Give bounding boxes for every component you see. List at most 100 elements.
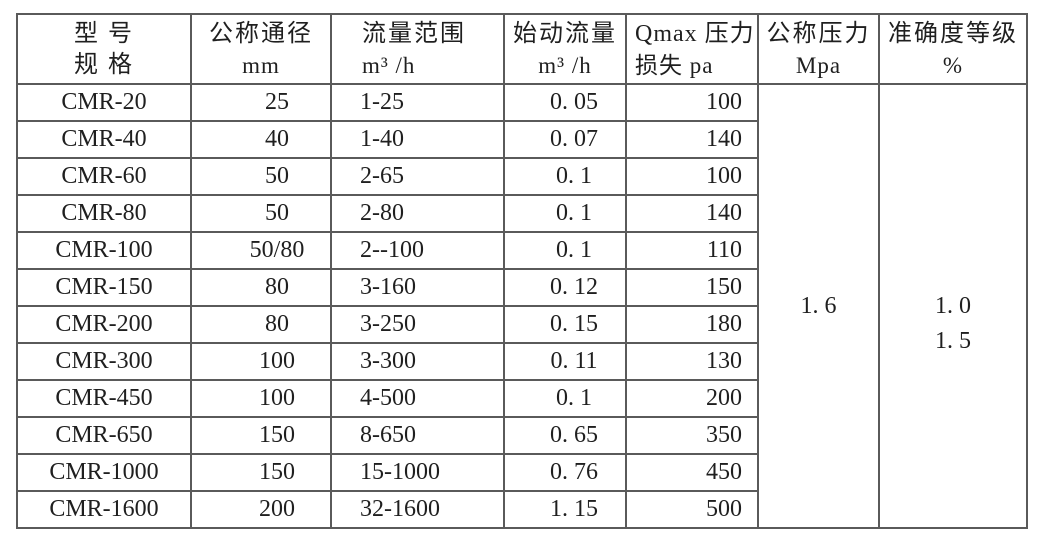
- cell-starting-flow: 0. 1: [503, 157, 627, 196]
- nominal-pressure-value: 1. 6: [800, 292, 837, 319]
- model-value: CMR-150: [55, 274, 153, 300]
- cell-qmax-pressure-loss: 100: [625, 157, 759, 196]
- cell-starting-flow: 1. 15: [503, 490, 627, 529]
- header-nominal-diameter-line1: 公称通径: [209, 20, 313, 47]
- qmax-pressure-loss-value: 450: [706, 459, 742, 485]
- table-body: CMR-20 25 1-25 0. 05 100 1. 6 1. 0 1. 5 CM…: [16, 83, 1028, 529]
- header-nominal-pressure-unit: Mpa: [795, 52, 842, 78]
- cell-starting-flow: 0. 07: [503, 120, 627, 159]
- qmax-pressure-loss-value: 500: [706, 496, 742, 522]
- header-nominal-diameter-unit: mm: [242, 52, 280, 78]
- header-starting-flow-line1: 始动流量: [513, 20, 617, 47]
- flow-range-value: 4-500: [360, 385, 416, 411]
- cell-nominal-diameter: 80: [190, 268, 332, 307]
- cell-qmax-pressure-loss: 140: [625, 194, 759, 233]
- cell-nominal-diameter: 50/80: [190, 231, 332, 270]
- starting-flow-value: 1. 15: [550, 496, 598, 522]
- cell-qmax-pressure-loss: 500: [625, 490, 759, 529]
- cell-starting-flow: 0. 1: [503, 231, 627, 270]
- header-model-spec: 型 号 规 格: [16, 13, 192, 85]
- qmax-pressure-loss-value: 200: [706, 385, 742, 411]
- cell-qmax-pressure-loss: 150: [625, 268, 759, 307]
- cell-model: CMR-60: [16, 157, 192, 196]
- nominal-diameter-value: 150: [259, 422, 295, 448]
- nominal-diameter-value: 80: [265, 311, 289, 337]
- model-value: CMR-1000: [49, 459, 159, 485]
- nominal-diameter-value: 100: [259, 385, 295, 411]
- accuracy-line-1: 1. 0: [935, 293, 971, 319]
- cell-model: CMR-150: [16, 268, 192, 307]
- cell-nominal-diameter: 150: [190, 416, 332, 455]
- table-row: CMR-200 80 3-250 0. 15 180: [16, 305, 1027, 344]
- model-value: CMR-100: [55, 237, 153, 263]
- cell-flow-range: 3-250: [330, 305, 505, 344]
- header-nominal-pressure: 公称压力 Mpa: [757, 13, 880, 85]
- cell-qmax-pressure-loss: 350: [625, 416, 759, 455]
- meter-spec-table: 型 号 规 格 公称通径 mm 流量范围 m³ /h 始动流量 m³ /h Qm…: [16, 13, 1028, 529]
- flow-range-value: 1-40: [360, 126, 404, 152]
- table-row: CMR-20 25 1-25 0. 05 100 1. 6 1. 0 1. 5: [16, 83, 1028, 529]
- model-value: CMR-60: [61, 163, 147, 189]
- cell-starting-flow: 0. 65: [503, 416, 627, 455]
- cell-model: CMR-200: [16, 305, 192, 344]
- header-flow-range-unit: m³ /h: [362, 52, 416, 78]
- qmax-pressure-loss-value: 100: [706, 163, 742, 189]
- table-header-row: 型 号 规 格 公称通径 mm 流量范围 m³ /h 始动流量 m³ /h Qm…: [16, 13, 1028, 85]
- cell-model: CMR-100: [16, 231, 192, 270]
- starting-flow-value: 0. 1: [556, 163, 592, 189]
- flow-range-value: 1-25: [360, 89, 404, 115]
- model-value: CMR-300: [55, 348, 153, 374]
- flow-range-value: 2-80: [360, 200, 404, 226]
- flow-range-value: 3-160: [360, 274, 416, 300]
- starting-flow-value: 0. 1: [556, 237, 592, 263]
- cell-starting-flow: 0. 1: [503, 379, 627, 418]
- model-value: CMR-80: [61, 200, 147, 226]
- starting-flow-value: 0. 1: [556, 385, 592, 411]
- nominal-diameter-value: 50: [265, 163, 289, 189]
- cell-qmax-pressure-loss: 180: [625, 305, 759, 344]
- header-nominal-diameter: 公称通径 mm: [190, 13, 332, 85]
- cell-qmax-pressure-loss: 140: [625, 120, 759, 159]
- header-model-spec-line2: 规 格: [74, 51, 134, 78]
- cell-flow-range: 2-80: [330, 194, 505, 233]
- nominal-diameter-value: 80: [265, 274, 289, 300]
- flow-range-value: 2-65: [360, 163, 404, 189]
- starting-flow-value: 0. 65: [550, 422, 598, 448]
- accuracy-line-2: 1. 5: [935, 328, 971, 354]
- model-value: CMR-40: [61, 126, 147, 152]
- cell-starting-flow: 0. 11: [503, 342, 627, 381]
- cell-flow-range: 3-160: [330, 268, 505, 307]
- cell-flow-range: 1-40: [330, 120, 505, 159]
- nominal-diameter-value: 50/80: [249, 237, 305, 263]
- model-value: CMR-200: [55, 311, 153, 337]
- flow-range-value: 3-250: [360, 311, 416, 337]
- cell-model: CMR-650: [16, 416, 192, 455]
- cell-model: CMR-300: [16, 342, 192, 381]
- cell-model: CMR-450: [16, 379, 192, 418]
- header-starting-flow-unit: m³ /h: [538, 52, 592, 78]
- starting-flow-value: 0. 07: [550, 126, 598, 152]
- cell-starting-flow: 0. 1: [503, 194, 627, 233]
- qmax-pressure-loss-value: 110: [706, 237, 742, 263]
- header-model-spec-line1: 型 号: [74, 20, 134, 47]
- header-flow-range-line1: 流量范围: [362, 20, 466, 47]
- cell-flow-range: 4-500: [330, 379, 505, 418]
- cell-qmax-pressure-loss: 130: [625, 342, 759, 381]
- nominal-diameter-value: 25: [265, 89, 289, 115]
- qmax-pressure-loss-value: 350: [706, 422, 742, 448]
- cell-flow-range: 1-25: [330, 83, 505, 122]
- model-value: CMR-650: [55, 422, 153, 448]
- starting-flow-value: 0. 1: [556, 200, 592, 226]
- table-row: CMR-1000 150 15-1000 0. 76 450: [16, 453, 1027, 492]
- cell-flow-range: 32-1600: [330, 490, 505, 529]
- cell-nominal-diameter: 40: [190, 120, 332, 159]
- cell-nominal-diameter: 100: [190, 379, 332, 418]
- starting-flow-value: 0. 12: [550, 274, 598, 300]
- header-qmax-pressure-loss-line1: Qmax 压力: [635, 20, 755, 47]
- nominal-diameter-value: 50: [265, 200, 289, 226]
- qmax-pressure-loss-value: 180: [706, 311, 742, 337]
- cell-starting-flow: 0. 12: [503, 268, 627, 307]
- header-accuracy-class: 准确度等级 %: [878, 13, 1028, 85]
- cell-model: CMR-40: [16, 120, 192, 159]
- header-nominal-pressure-line1: 公称压力: [766, 20, 871, 47]
